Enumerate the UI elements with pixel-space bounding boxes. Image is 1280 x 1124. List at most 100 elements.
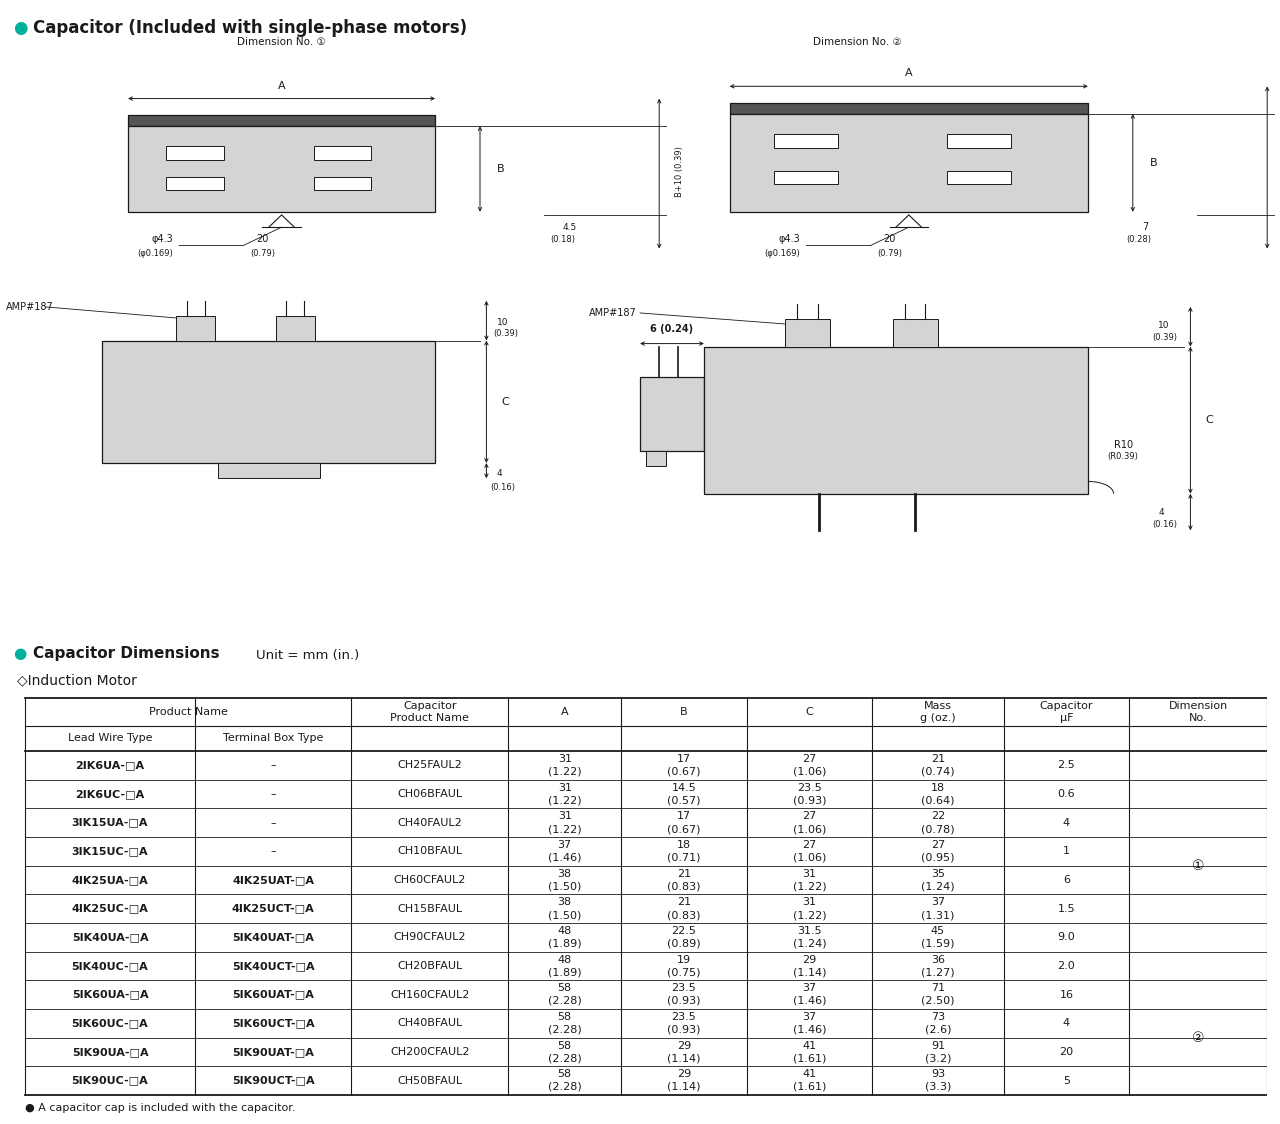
Text: 4.5: 4.5	[562, 223, 577, 232]
Text: ②: ②	[1192, 1031, 1204, 1044]
Text: 2.5: 2.5	[1057, 760, 1075, 770]
Text: 27
(1.06): 27 (1.06)	[792, 754, 826, 777]
Bar	[786, 319, 831, 346]
Text: –: –	[270, 817, 276, 827]
Text: 1.5: 1.5	[1057, 904, 1075, 914]
Bar	[730, 114, 1088, 211]
Text: 5IK40UCT-□A: 5IK40UCT-□A	[232, 961, 315, 971]
Text: AMP#187: AMP#187	[6, 302, 54, 311]
Text: 41
(1.61): 41 (1.61)	[792, 1041, 826, 1063]
Bar	[947, 134, 1011, 147]
Text: CH200CFAUL2: CH200CFAUL2	[390, 1046, 470, 1057]
Text: 23.5
(0.93): 23.5 (0.93)	[667, 1012, 700, 1035]
Text: CH40BFAUL: CH40BFAUL	[397, 1018, 462, 1028]
Text: 31
(1.22): 31 (1.22)	[548, 782, 581, 806]
Text: (0.79): (0.79)	[877, 250, 902, 259]
Text: 31
(1.22): 31 (1.22)	[548, 754, 581, 777]
Text: 20: 20	[883, 235, 896, 244]
Text: Capacitor
Product Name: Capacitor Product Name	[390, 700, 470, 723]
Bar	[177, 316, 215, 341]
Text: 5IK60UC-□A: 5IK60UC-□A	[72, 1018, 148, 1028]
Text: (0.39): (0.39)	[493, 328, 518, 337]
Text: Unit = mm (in.): Unit = mm (in.)	[256, 649, 360, 662]
Text: 29
(1.14): 29 (1.14)	[792, 954, 826, 978]
Text: 4IK25UC-□A: 4IK25UC-□A	[72, 904, 148, 914]
Text: 1: 1	[1062, 846, 1070, 856]
Text: 5IK40UAT-□A: 5IK40UAT-□A	[232, 932, 314, 942]
Text: 6 (0.24): 6 (0.24)	[650, 325, 694, 334]
Text: 4: 4	[1062, 817, 1070, 827]
Text: 21
(0.83): 21 (0.83)	[667, 897, 700, 921]
Text: ● A capacitor cap is included with the capacitor.: ● A capacitor cap is included with the c…	[26, 1104, 296, 1114]
Text: 22.5
(0.89): 22.5 (0.89)	[667, 926, 700, 949]
Text: 29
(1.14): 29 (1.14)	[667, 1069, 700, 1093]
Text: 7: 7	[1143, 223, 1148, 233]
Text: 2IK6UA-□A: 2IK6UA-□A	[76, 760, 145, 770]
Text: B: B	[1149, 157, 1157, 167]
Text: CH15BFAUL: CH15BFAUL	[397, 904, 462, 914]
Text: 5IK60UA-□A: 5IK60UA-□A	[72, 989, 148, 999]
Text: 58
(2.28): 58 (2.28)	[548, 1069, 581, 1093]
Bar	[218, 463, 320, 479]
Text: 27
(1.06): 27 (1.06)	[792, 812, 826, 834]
Text: CH40FAUL2: CH40FAUL2	[398, 817, 462, 827]
Text: CH06BFAUL: CH06BFAUL	[397, 789, 462, 799]
Text: φ4.3: φ4.3	[151, 235, 173, 244]
Text: φ4.3: φ4.3	[778, 235, 800, 244]
Text: 2.0: 2.0	[1057, 961, 1075, 971]
Text: 0.6: 0.6	[1057, 789, 1075, 799]
Text: 22
(0.78): 22 (0.78)	[922, 812, 955, 834]
Text: B: B	[680, 707, 687, 717]
Text: 36
(1.27): 36 (1.27)	[922, 954, 955, 978]
Text: 18
(0.71): 18 (0.71)	[667, 840, 700, 863]
Text: 58
(2.28): 58 (2.28)	[548, 1041, 581, 1063]
Text: A: A	[278, 81, 285, 91]
Text: 10: 10	[497, 318, 508, 327]
Text: 9.0: 9.0	[1057, 932, 1075, 942]
Text: (0.18): (0.18)	[550, 235, 576, 244]
Text: 31.5
(1.24): 31.5 (1.24)	[792, 926, 826, 949]
Text: 5IK90UC-□A: 5IK90UC-□A	[72, 1076, 148, 1086]
Bar	[704, 346, 1088, 493]
Text: AMP#187: AMP#187	[589, 308, 636, 318]
Text: B+10 (0.39): B+10 (0.39)	[675, 146, 684, 198]
Text: Product Name: Product Name	[148, 707, 228, 717]
Text: 4IK25UA-□A: 4IK25UA-□A	[72, 874, 148, 885]
Text: Dimension No. ①: Dimension No. ①	[237, 37, 326, 47]
Text: 38
(1.50): 38 (1.50)	[548, 897, 581, 921]
Text: 37
(1.46): 37 (1.46)	[792, 984, 826, 1006]
Text: CH60CFAUL2: CH60CFAUL2	[394, 874, 466, 885]
Text: CH20BFAUL: CH20BFAUL	[397, 961, 462, 971]
Text: ●: ●	[13, 646, 26, 661]
Bar	[893, 319, 937, 346]
Text: 58
(2.28): 58 (2.28)	[548, 984, 581, 1006]
Text: –: –	[270, 846, 276, 856]
Text: 14.5
(0.57): 14.5 (0.57)	[667, 782, 700, 806]
Text: 31
(1.22): 31 (1.22)	[548, 812, 581, 834]
Text: Capacitor Dimensions: Capacitor Dimensions	[33, 646, 220, 661]
Text: 48
(1.89): 48 (1.89)	[548, 926, 581, 949]
Text: 91
(3.2): 91 (3.2)	[924, 1041, 951, 1063]
Bar	[128, 115, 435, 126]
Text: 37
(1.46): 37 (1.46)	[548, 840, 581, 863]
Text: 18
(0.64): 18 (0.64)	[922, 782, 955, 806]
Text: 58
(2.28): 58 (2.28)	[548, 1012, 581, 1035]
Text: 4: 4	[1062, 1018, 1070, 1028]
Text: 5IK90UAT-□A: 5IK90UAT-□A	[232, 1046, 314, 1057]
Text: 3IK15UA-□A: 3IK15UA-□A	[72, 817, 148, 827]
Text: 73
(2.6): 73 (2.6)	[924, 1012, 951, 1035]
Text: 4IK25UCT-□A: 4IK25UCT-□A	[232, 904, 315, 914]
Bar	[640, 378, 704, 451]
Text: B: B	[497, 164, 504, 174]
Text: 5: 5	[1062, 1076, 1070, 1086]
Text: A: A	[905, 69, 913, 79]
Text: 27
(1.06): 27 (1.06)	[792, 840, 826, 863]
Text: 10: 10	[1158, 320, 1170, 329]
Text: 48
(1.89): 48 (1.89)	[548, 954, 581, 978]
Text: 23.5
(0.93): 23.5 (0.93)	[667, 984, 700, 1006]
Text: CH10BFAUL: CH10BFAUL	[397, 846, 462, 856]
Text: 45
(1.59): 45 (1.59)	[922, 926, 955, 949]
Text: Mass
g (oz.): Mass g (oz.)	[920, 700, 956, 723]
Bar	[314, 146, 371, 160]
Text: 5IK40UC-□A: 5IK40UC-□A	[72, 961, 148, 971]
